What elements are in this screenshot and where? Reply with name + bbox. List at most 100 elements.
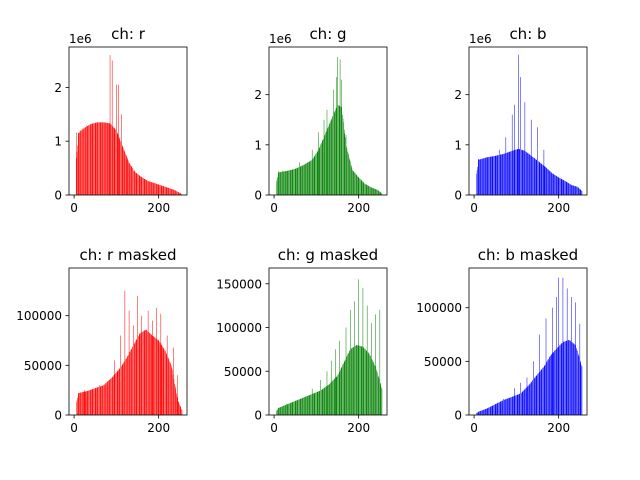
bar-bin-44 — [492, 405, 493, 415]
bar-bin-138 — [332, 116, 333, 195]
bar-bin-30 — [86, 125, 88, 195]
bar-bin-71 — [103, 384, 105, 415]
bar-bin-151 — [337, 104, 339, 195]
bar-bin-206 — [160, 344, 162, 415]
bar-bin-202 — [159, 341, 160, 415]
bar-bin-26 — [84, 127, 86, 195]
bar-bin-215 — [164, 186, 166, 195]
bar-bin-184 — [351, 348, 353, 415]
bar-bin-216 — [165, 186, 166, 195]
bar-bin-84 — [509, 151, 510, 195]
bar-bin-105 — [318, 132, 319, 195]
bar-bin-106 — [518, 148, 520, 195]
bar-bin-86 — [510, 151, 511, 195]
bar-bin-98 — [315, 392, 316, 415]
bar-bin-62 — [300, 166, 301, 195]
x-tick-label: 0 — [470, 421, 478, 435]
bar-bin-22 — [83, 391, 84, 415]
bar-bin-51 — [95, 388, 96, 415]
x-tick-label: 200 — [347, 421, 370, 435]
bar-bin-134 — [130, 350, 132, 415]
bar-bin-144 — [134, 171, 136, 195]
bar-bin-214 — [164, 349, 165, 415]
axes-frame — [468, 46, 588, 196]
bar-bin-19 — [81, 392, 83, 415]
bar-bin-83 — [108, 123, 110, 195]
bar-bin-104 — [517, 148, 519, 195]
bar-bin-185 — [152, 320, 153, 415]
bar-bin-203 — [159, 342, 161, 415]
bar-bin-227 — [569, 340, 571, 415]
bar-bin-247 — [578, 187, 579, 195]
bar-bin-252 — [580, 362, 581, 415]
bar-bin-99 — [115, 129, 117, 195]
bar-bin-174 — [147, 331, 148, 415]
bar-bin-168 — [544, 166, 546, 195]
bar-bin-47 — [93, 123, 95, 195]
bar-bin-164 — [543, 367, 544, 415]
bar-bin-35 — [488, 407, 490, 415]
bar-bin-78 — [106, 122, 108, 195]
bar-bin-36 — [489, 156, 490, 195]
bar-bin-212 — [363, 347, 365, 415]
bar-bin-54 — [296, 400, 298, 415]
bar-bin-60 — [99, 122, 100, 195]
bar-bin-228 — [370, 187, 371, 195]
bar-bin-111 — [520, 149, 522, 195]
bar-bin-223 — [168, 187, 169, 195]
bar-bin-31 — [86, 391, 88, 415]
bar-bin-134 — [130, 165, 132, 195]
bar-bin-96 — [114, 128, 115, 195]
bar-bin-135 — [530, 119, 532, 195]
bar-bin-42 — [91, 389, 93, 415]
bar-bin-134 — [330, 382, 332, 416]
bar-bin-98 — [115, 373, 116, 415]
bar-bin-90 — [311, 149, 313, 195]
subplot-title: ch: g — [309, 25, 346, 43]
bar-bin-84 — [509, 397, 510, 415]
bar-bin-94 — [513, 396, 515, 415]
bar-bin-156 — [539, 371, 541, 415]
bar-bin-8 — [77, 397, 78, 415]
bar-bin-236 — [573, 185, 575, 195]
bar-bin-39 — [290, 170, 291, 195]
bar-bin-142 — [333, 379, 335, 416]
bar-bin-176 — [148, 181, 149, 195]
bar-bin-119 — [324, 387, 325, 415]
bar-bin-136 — [131, 166, 132, 195]
bar-bin-172 — [346, 148, 348, 195]
bar-bin-95 — [314, 156, 315, 195]
bar-bin-34 — [88, 125, 89, 195]
bar-bin-254 — [181, 194, 182, 195]
bar-bin-74 — [505, 153, 506, 195]
bar-bin-135 — [130, 349, 132, 415]
bar-bin-158 — [540, 163, 542, 195]
bar-bin-15 — [480, 159, 481, 195]
bar-bin-68 — [302, 165, 304, 195]
bar-bin-156 — [139, 333, 141, 415]
bar-bin-20 — [282, 170, 283, 195]
bar-bin-146 — [535, 159, 537, 195]
bar-bin-190 — [154, 337, 155, 415]
bar-bin-62 — [500, 401, 501, 415]
bar-bin-86 — [510, 397, 511, 415]
bar-bin-246 — [177, 191, 179, 195]
bar-bin-198 — [557, 347, 559, 415]
bar-bin-162 — [342, 365, 343, 416]
bar-bin-43 — [92, 389, 93, 415]
bar-bin-28 — [285, 171, 287, 195]
bar-bin-247 — [178, 402, 179, 415]
bar-bin-56 — [97, 387, 99, 415]
bar-bin-124 — [126, 358, 127, 415]
bar-bin-212 — [163, 348, 165, 415]
bar-bin-131 — [329, 123, 330, 195]
subplot-title: ch: b — [509, 25, 546, 43]
bar-bin-194 — [355, 174, 357, 195]
bar-bin-11 — [78, 132, 80, 195]
bar-bin-251 — [580, 360, 581, 415]
bar-bin-106 — [318, 391, 320, 415]
axes-frame — [68, 46, 188, 196]
bar-bin-210 — [362, 181, 364, 195]
bar-bin-56 — [297, 399, 299, 415]
bar-bin-39 — [490, 406, 491, 415]
